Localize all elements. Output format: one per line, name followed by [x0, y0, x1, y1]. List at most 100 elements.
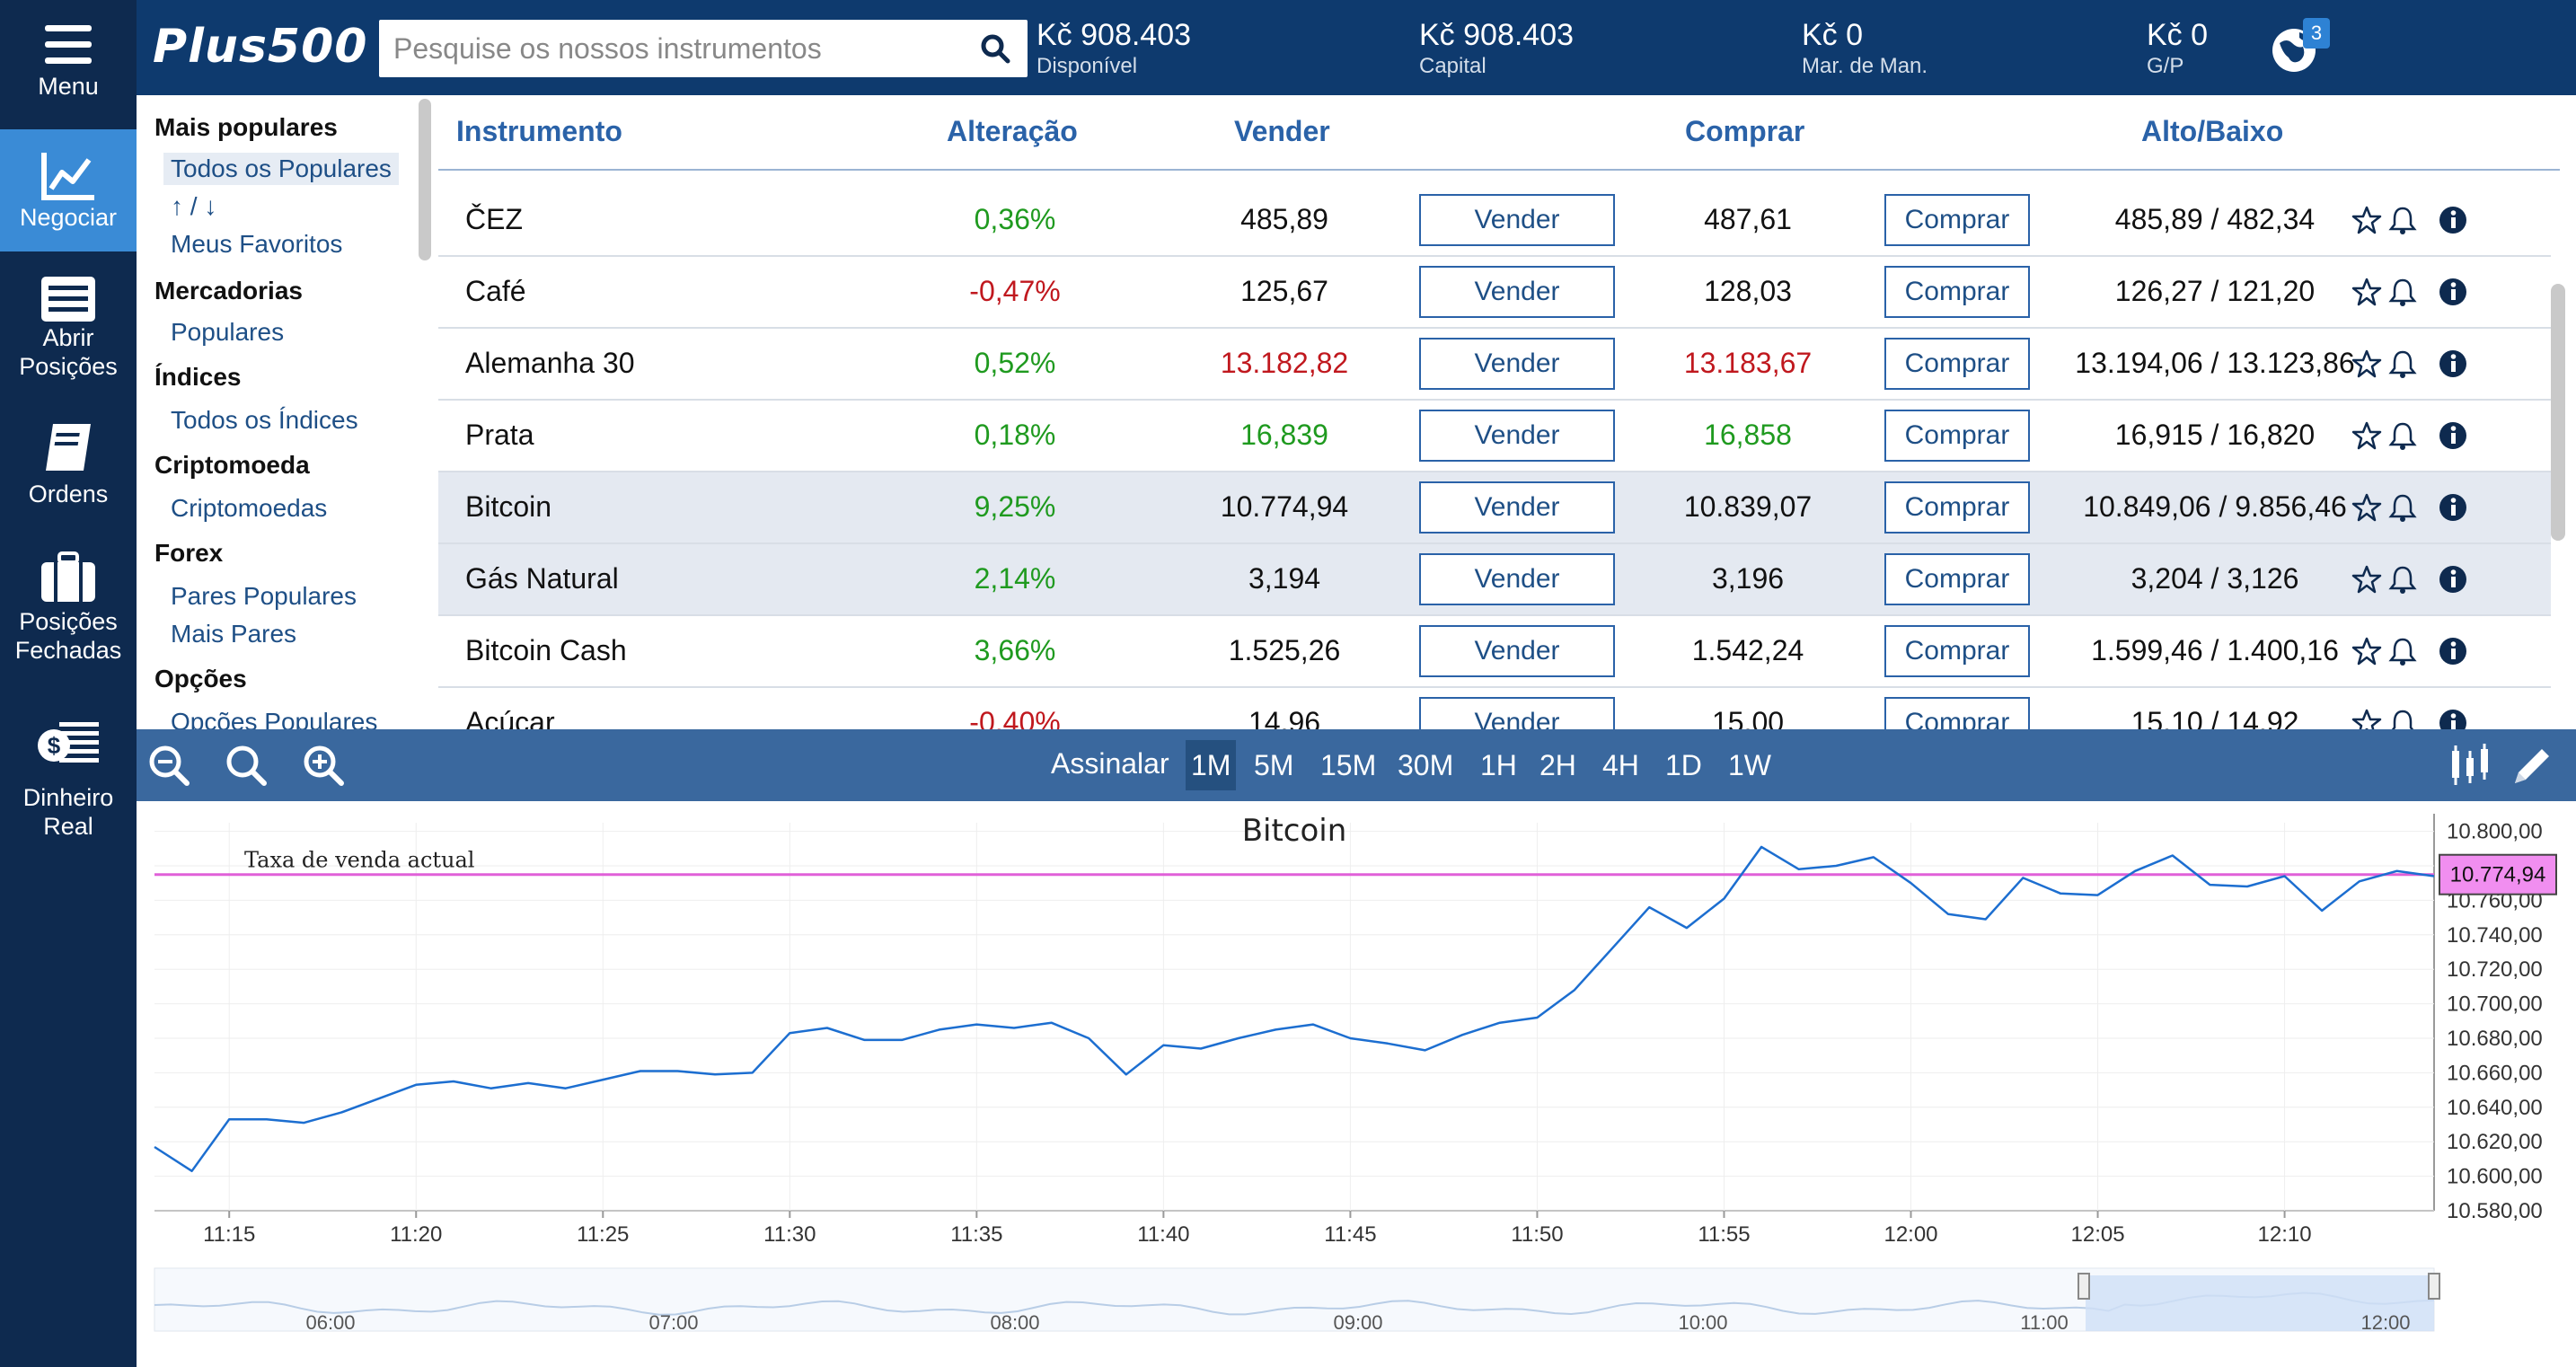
- timeframe-4h[interactable]: 4H: [1602, 749, 1639, 781]
- instrument-name[interactable]: Prata: [465, 419, 534, 451]
- zoom-in-icon[interactable]: [300, 742, 348, 790]
- timeframe-5m[interactable]: 5M: [1254, 749, 1294, 781]
- buy-button[interactable]: Comprar: [1884, 194, 2030, 246]
- buy-button[interactable]: Comprar: [1884, 625, 2030, 677]
- sell-button[interactable]: Vender: [1419, 410, 1615, 462]
- favorite-star-icon[interactable]: [2351, 277, 2382, 307]
- alert-bell-icon[interactable]: [2387, 348, 2418, 379]
- nav-menu[interactable]: Menu: [0, 0, 137, 128]
- favorite-star-icon[interactable]: [2351, 564, 2382, 595]
- buy-button[interactable]: Comprar: [1884, 410, 2030, 462]
- favorite-star-icon[interactable]: [2351, 636, 2382, 666]
- alert-bell-icon[interactable]: [2387, 636, 2418, 666]
- sell-button[interactable]: Vender: [1419, 338, 1615, 390]
- alert-bell-icon[interactable]: [2387, 564, 2418, 595]
- instrument-name[interactable]: ČEZ: [465, 203, 523, 235]
- timeframe-30m[interactable]: 30M: [1398, 749, 1454, 781]
- nav-real-money[interactable]: $ Dinheiro Real: [0, 715, 137, 859]
- zoom-reset-icon[interactable]: [223, 742, 271, 790]
- sell-button[interactable]: Vender: [1419, 697, 1615, 729]
- sell-button[interactable]: Vender: [1419, 194, 1615, 246]
- instrument-name[interactable]: Alemanha 30: [465, 347, 635, 379]
- info-icon[interactable]: [2438, 636, 2468, 666]
- favorite-star-icon[interactable]: [2351, 492, 2382, 523]
- indicators-icon[interactable]: [2445, 742, 2493, 790]
- nav-trade[interactable]: Negociar: [0, 129, 137, 251]
- category-item-popular-options[interactable]: Opções Populares: [171, 708, 378, 729]
- category-item-favorites[interactable]: Meus Favoritos: [171, 230, 343, 258]
- table-row[interactable]: ČEZ 0,36% 485,89 Vender 487,61 Comprar 485,89 …: [438, 185, 2551, 257]
- timeframe-1h[interactable]: 1H: [1480, 749, 1517, 781]
- buy-button[interactable]: Comprar: [1884, 697, 2030, 729]
- category-item-risers-fallers[interactable]: ↑ / ↓: [171, 192, 217, 220]
- instrument-name[interactable]: Café: [465, 275, 526, 307]
- nav-orders[interactable]: Ordens: [0, 417, 137, 525]
- alert-bell-icon[interactable]: [2387, 708, 2418, 729]
- column-header-sell[interactable]: Vender: [1234, 115, 1330, 147]
- buy-button[interactable]: Comprar: [1884, 338, 2030, 390]
- timeframe-1d[interactable]: 1D: [1665, 749, 1702, 781]
- zoom-out-icon[interactable]: [146, 742, 194, 790]
- price-chart[interactable]: 10.580,00 10.600,00 10.620,00 10.640,00 10.6…: [137, 801, 2576, 1367]
- buy-button[interactable]: Comprar: [1884, 481, 2030, 534]
- info-icon[interactable]: [2438, 708, 2468, 729]
- column-header-instrument[interactable]: Instrumento: [456, 115, 622, 147]
- timeframe-2h[interactable]: 2H: [1539, 749, 1576, 781]
- chart-canvas[interactable]: 10.580,00 10.600,00 10.620,00 10.640,00 10.6…: [137, 801, 2576, 1367]
- instrument-name[interactable]: Bitcoin: [465, 490, 552, 523]
- info-icon[interactable]: [2438, 564, 2468, 595]
- stat-label: Mar. de Man.: [1802, 54, 1928, 78]
- alert-bell-icon[interactable]: [2387, 277, 2418, 307]
- instrument-name[interactable]: Gás Natural: [465, 562, 619, 595]
- nav-closed-positions[interactable]: Posições Fechadas: [0, 550, 137, 684]
- sell-price: 3,194: [1248, 562, 1321, 595]
- timeframe-1w[interactable]: 1W: [1728, 749, 1771, 781]
- instrument-name[interactable]: Bitcoin Cash: [465, 634, 627, 666]
- column-header-buy[interactable]: Comprar: [1685, 115, 1805, 147]
- favorite-star-icon[interactable]: [2351, 708, 2382, 729]
- info-icon[interactable]: [2438, 420, 2468, 451]
- table-row[interactable]: Prata 0,18% 16,839 Vender 16,858 Comprar 16,91…: [438, 401, 2551, 472]
- timeframe-1m[interactable]: 1M: [1186, 740, 1237, 790]
- alert-bell-icon[interactable]: [2387, 420, 2418, 451]
- buy-button[interactable]: Comprar: [1884, 266, 2030, 318]
- table-row[interactable]: Bitcoin Cash 3,66% 1.525,26 Vender 1.542,24 C…: [438, 616, 2551, 688]
- favorite-star-icon[interactable]: [2351, 348, 2382, 379]
- sell-button[interactable]: Vender: [1419, 266, 1615, 318]
- table-row[interactable]: Café -0,47% 125,67 Vender 128,03 Comprar 126,2…: [438, 257, 2551, 329]
- instrument-name[interactable]: Açúcar: [465, 706, 555, 729]
- info-icon[interactable]: [2438, 492, 2468, 523]
- info-icon[interactable]: [2438, 348, 2468, 379]
- timeframe-15m[interactable]: 15M: [1320, 749, 1377, 781]
- category-item-all-popular[interactable]: Todos os Populares: [163, 153, 399, 185]
- sell-button[interactable]: Vender: [1419, 625, 1615, 677]
- table-row[interactable]: Gás Natural 2,14% 3,194 Vender 3,196 Comprar 3…: [438, 544, 2551, 616]
- table-row[interactable]: Bitcoin 9,25% 10.774,94 Vender 10.839,07 Comp…: [438, 472, 2551, 544]
- category-item-cryptocurrencies[interactable]: Criptomoedas: [171, 494, 328, 522]
- table-row[interactable]: Alemanha 30 0,52% 13.182,82 Vender 13.183,67…: [438, 329, 2551, 401]
- column-header-change[interactable]: Alteração: [947, 115, 1078, 147]
- category-item-more-pairs[interactable]: Mais Pares: [171, 620, 297, 648]
- category-scrollbar[interactable]: [419, 99, 431, 260]
- category-item-popular-pairs[interactable]: Pares Populares: [171, 582, 357, 610]
- info-icon[interactable]: [2438, 205, 2468, 235]
- favorite-star-icon[interactable]: [2351, 420, 2382, 451]
- column-header-high-low[interactable]: Alto/Baixo: [2141, 115, 2284, 147]
- alert-bell-icon[interactable]: [2387, 205, 2418, 235]
- category-item-commodities-popular[interactable]: Populares: [171, 318, 285, 346]
- sell-button[interactable]: Vender: [1419, 553, 1615, 605]
- search-input[interactable]: [393, 29, 950, 68]
- sell-button[interactable]: Vender: [1419, 481, 1615, 534]
- table-row[interactable]: Açúcar -0,40% 14,96 Vender 15,00 Comprar 15,10…: [438, 688, 2551, 729]
- pencil-icon[interactable]: [2508, 742, 2556, 790]
- favorite-star-icon[interactable]: [2351, 205, 2382, 235]
- mark-label[interactable]: Assinalar: [1051, 747, 1169, 780]
- nav-open-positions[interactable]: Abrir Posições: [0, 260, 137, 395]
- category-item-all-indices[interactable]: Todos os Índices: [171, 406, 358, 434]
- info-icon[interactable]: [2438, 277, 2468, 307]
- buy-button[interactable]: Comprar: [1884, 553, 2030, 605]
- table-scrollbar[interactable]: [2551, 284, 2565, 541]
- search-icon[interactable]: [979, 32, 1011, 65]
- alert-bell-icon[interactable]: [2387, 492, 2418, 523]
- y-tick-label: 10.640,00: [2447, 1096, 2543, 1120]
